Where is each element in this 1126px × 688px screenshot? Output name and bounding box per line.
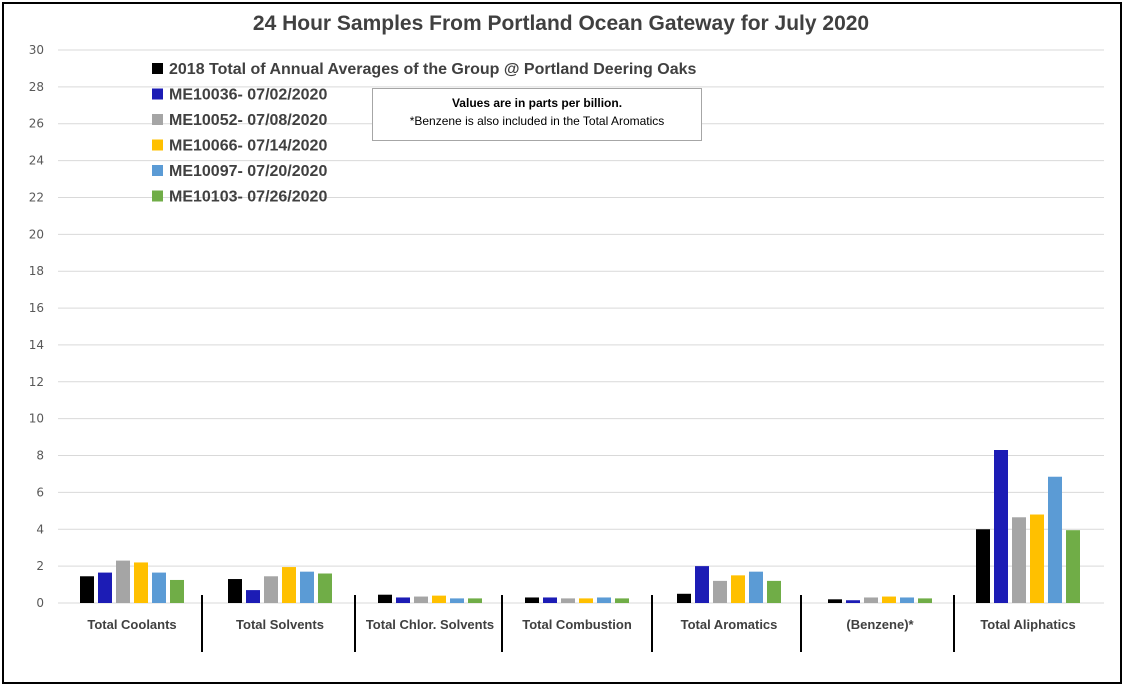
x-category-label: Total Aliphatics xyxy=(980,617,1075,632)
bar xyxy=(1012,517,1026,603)
legend-swatch xyxy=(152,63,163,74)
legend-label: 2018 Total of Annual Averages of the Gro… xyxy=(169,61,697,78)
y-tick-label: 28 xyxy=(29,80,44,94)
y-tick-label: 22 xyxy=(29,190,44,204)
bar xyxy=(695,566,709,603)
y-tick-label: 12 xyxy=(29,375,44,389)
legend-label: ME10103- 07/26/2020 xyxy=(169,189,327,206)
legend-label: ME10066- 07/14/2020 xyxy=(169,138,327,155)
bar xyxy=(900,597,914,603)
legend-swatch xyxy=(152,165,163,176)
bar xyxy=(264,576,278,603)
bar xyxy=(882,596,896,603)
bar xyxy=(525,597,539,603)
legend-swatch xyxy=(152,190,163,202)
x-category-label: Total Coolants xyxy=(87,617,176,632)
y-tick-label: 10 xyxy=(29,412,44,426)
y-tick-label: 0 xyxy=(36,596,44,610)
bar xyxy=(468,598,482,603)
legend-swatch xyxy=(152,139,163,151)
y-tick-label: 24 xyxy=(29,154,44,168)
bar xyxy=(1030,514,1044,603)
bar xyxy=(80,576,94,603)
bar xyxy=(300,571,314,603)
bar xyxy=(846,600,860,603)
y-tick-label: 26 xyxy=(29,117,44,131)
bar xyxy=(749,571,763,603)
bar xyxy=(767,580,781,603)
y-tick-label: 20 xyxy=(29,227,44,241)
bar xyxy=(116,560,130,603)
legend-label: ME10052- 07/08/2020 xyxy=(169,112,327,129)
bar xyxy=(677,593,691,603)
bar xyxy=(713,580,727,603)
y-tick-label: 2 xyxy=(36,559,44,573)
bar xyxy=(282,567,296,603)
bar xyxy=(378,594,392,603)
x-category-label: Total Solvents xyxy=(236,617,324,632)
bar xyxy=(1048,476,1062,603)
y-tick-label: 18 xyxy=(29,264,44,278)
bar xyxy=(152,572,166,603)
bar xyxy=(246,590,260,603)
bar xyxy=(864,597,878,603)
bar xyxy=(615,598,629,603)
x-category-label: Total Chlor. Solvents xyxy=(366,617,494,632)
bar xyxy=(228,579,242,603)
bar xyxy=(731,575,745,603)
legend-swatch xyxy=(152,114,163,125)
bar xyxy=(134,562,148,603)
x-category-label: Total Combustion xyxy=(522,617,632,632)
chart-title: 24 Hour Samples From Portland Ocean Gate… xyxy=(252,12,870,35)
legend-swatch xyxy=(152,88,163,100)
bar xyxy=(597,597,611,603)
y-tick-label: 6 xyxy=(36,485,44,499)
bar xyxy=(976,529,990,603)
bar xyxy=(543,597,557,603)
bar xyxy=(318,573,332,603)
bar xyxy=(918,598,932,603)
y-tick-label: 14 xyxy=(29,338,44,352)
bar xyxy=(450,598,464,603)
bar xyxy=(396,597,410,603)
x-category-label: (Benzene)* xyxy=(846,617,914,632)
y-tick-label: 4 xyxy=(36,522,44,536)
legend-label: ME10036- 07/02/2020 xyxy=(169,87,327,104)
bar xyxy=(1066,530,1080,603)
bar xyxy=(170,579,184,603)
bar xyxy=(994,450,1008,603)
legend-label: ME10097- 07/20/2020 xyxy=(169,163,327,180)
x-category-label: Total Aromatics xyxy=(681,617,778,632)
bar xyxy=(98,572,112,603)
y-tick-label: 8 xyxy=(36,449,44,463)
units-note-box: Values are in parts per billion. *Benzen… xyxy=(372,88,702,141)
bar xyxy=(432,595,446,603)
bar xyxy=(579,598,593,603)
bar xyxy=(561,598,575,603)
units-note-line2: *Benzene is also included in the Total A… xyxy=(409,114,665,128)
y-tick-label: 30 xyxy=(29,43,44,57)
y-tick-label: 16 xyxy=(29,301,44,315)
bar xyxy=(414,596,428,603)
units-note-line1: Values are in parts per billion. xyxy=(451,96,623,110)
bar xyxy=(828,599,842,603)
